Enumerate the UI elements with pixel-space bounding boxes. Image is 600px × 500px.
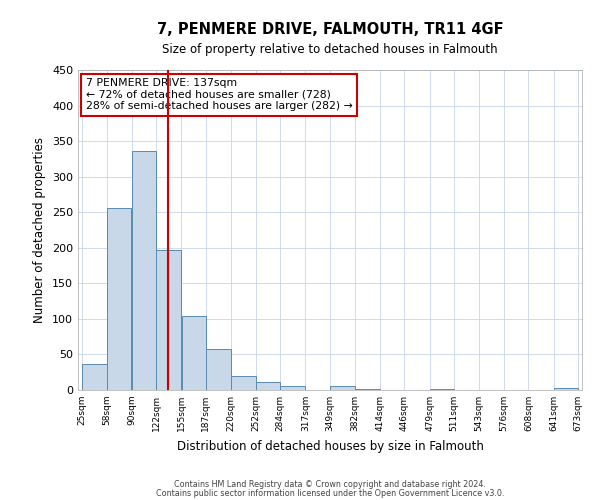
Bar: [182, 316, 206, 390]
Text: Contains HM Land Registry data © Crown copyright and database right 2024.: Contains HM Land Registry data © Crown c…: [174, 480, 486, 489]
Bar: [280, 386, 305, 390]
Bar: [232, 376, 256, 390]
Bar: [107, 208, 131, 390]
Bar: [206, 350, 231, 390]
X-axis label: Distribution of detached houses by size in Falmouth: Distribution of detached houses by size …: [176, 440, 484, 452]
Text: Contains public sector information licensed under the Open Government Licence v3: Contains public sector information licen…: [156, 489, 504, 498]
Text: 7 PENMERE DRIVE: 137sqm
← 72% of detached houses are smaller (728)
28% of semi-d: 7 PENMERE DRIVE: 137sqm ← 72% of detache…: [86, 78, 352, 111]
Y-axis label: Number of detached properties: Number of detached properties: [34, 137, 46, 323]
Text: 7, PENMERE DRIVE, FALMOUTH, TR11 4GF: 7, PENMERE DRIVE, FALMOUTH, TR11 4GF: [157, 22, 503, 38]
Bar: [256, 382, 280, 390]
Bar: [330, 386, 355, 390]
Bar: [82, 364, 107, 390]
Text: Size of property relative to detached houses in Falmouth: Size of property relative to detached ho…: [162, 42, 498, 56]
Bar: [554, 388, 578, 390]
Bar: [157, 250, 181, 390]
Bar: [132, 151, 156, 390]
